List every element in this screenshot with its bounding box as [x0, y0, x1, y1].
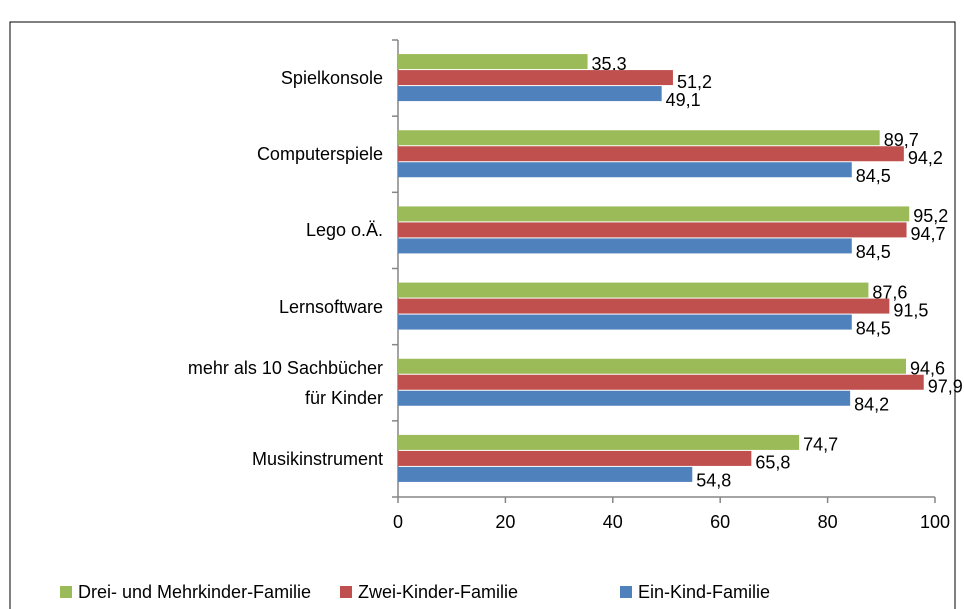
x-tick-label: 40 [603, 512, 623, 532]
data-label: 89,7 [884, 130, 919, 150]
bar [398, 314, 852, 330]
data-label: 35,3 [592, 54, 627, 74]
data-label: 84,2 [854, 395, 889, 415]
data-label: 91,5 [893, 300, 928, 320]
bar [398, 298, 890, 314]
category-label: mehr als 10 Sachbücher für Kinder [187, 357, 383, 408]
bar [398, 86, 662, 102]
bar [398, 238, 852, 254]
legend-swatch [620, 586, 632, 598]
bar [398, 450, 752, 466]
data-label: 54,8 [696, 471, 731, 491]
data-label: 65,8 [755, 453, 790, 473]
x-tick-label: 100 [920, 512, 950, 532]
data-label: 94,2 [908, 148, 943, 168]
x-tick-label: 80 [818, 512, 838, 532]
x-tick-label: 0 [393, 512, 403, 532]
data-label: 84,5 [856, 242, 891, 262]
bar [398, 146, 904, 162]
bar [398, 222, 907, 238]
data-label: 94,6 [910, 359, 945, 379]
data-label: 97,9 [928, 377, 963, 397]
bar [398, 70, 673, 86]
bar [398, 130, 880, 146]
legend-swatch [60, 586, 72, 598]
bar [398, 390, 851, 406]
data-label: 51,2 [677, 72, 712, 92]
bar [398, 374, 924, 390]
data-label: 84,5 [856, 318, 891, 338]
data-label: 84,5 [856, 166, 891, 186]
legend-label: Zwei-Kinder-Familie [358, 582, 518, 602]
data-label: 74,7 [803, 435, 838, 455]
data-label: 87,6 [872, 282, 907, 302]
bar [398, 358, 907, 374]
data-label: 49,1 [666, 90, 701, 110]
legend-label: Ein-Kind-Familie [638, 582, 770, 602]
bar [398, 162, 852, 178]
bar [398, 54, 588, 70]
category-label: Computerspiele [256, 144, 383, 165]
category-label: Spielkonsole [280, 68, 383, 89]
legend-label: Drei- und Mehrkinder-Familie [78, 582, 311, 602]
x-tick-label: 60 [710, 512, 730, 532]
data-label: 95,2 [913, 206, 948, 226]
bar [398, 434, 800, 450]
category-label: Lego o.Ä. [305, 220, 383, 241]
x-tick-label: 20 [495, 512, 515, 532]
legend-swatch [340, 586, 352, 598]
category-label: Lernsoftware [278, 296, 383, 317]
bar [398, 466, 693, 482]
data-label: 94,7 [911, 224, 946, 244]
category-label: Musikinstrument [251, 448, 383, 469]
bar [398, 282, 869, 298]
bar [398, 206, 910, 222]
